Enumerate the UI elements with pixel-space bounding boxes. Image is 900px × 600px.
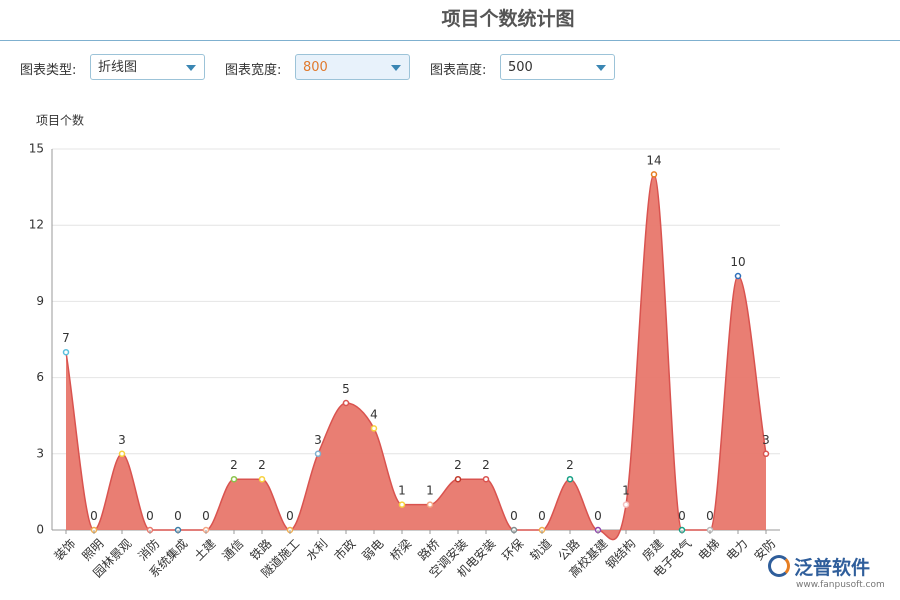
x-tick-label: 通信 [219,536,246,563]
data-label: 14 [646,153,661,167]
x-tick-label: 装饰 [51,536,78,563]
x-tick-label: 土建 [191,536,218,563]
x-tick-label: 轨道 [527,536,554,563]
data-label: 3 [762,433,770,447]
data-point [566,475,574,483]
data-label: 7 [62,331,70,345]
data-point [370,425,378,432]
dropdown-arrow [391,65,401,71]
data-label: 0 [286,509,294,523]
data-point [398,501,406,508]
data-label: 0 [202,509,210,523]
data-label: 10 [730,255,745,269]
data-point [650,171,658,178]
data-point [258,475,266,483]
x-tick-label: 市政 [331,536,359,564]
data-label: 0 [146,509,154,523]
y-tick-label: 9 [36,294,44,308]
data-label: 3 [314,433,322,447]
y-tick-label: 12 [29,218,44,232]
select-value: 800 [303,60,328,75]
data-label: 2 [230,458,238,472]
data-label: 0 [90,509,98,523]
data-label: 2 [482,458,490,472]
logo-name: 泛普软件 [794,557,871,579]
data-point [454,475,462,483]
data-label: 0 [538,509,546,523]
data-point [314,450,322,458]
data-point [762,450,770,458]
data-label: 1 [426,484,434,498]
x-tick-label: 环保 [499,536,526,563]
header-divider [0,40,900,41]
data-label: 0 [706,509,714,523]
data-label: 5 [342,382,350,396]
x-tick-label: 桥梁 [387,536,415,564]
chart-height-label: 图表高度: [430,63,487,78]
data-point [426,501,434,508]
data-point [230,475,238,483]
dropdown-arrow [186,65,196,71]
logo-icon [768,555,790,577]
data-label: 1 [398,484,406,498]
chart-type-label: 图表类型: [20,63,77,78]
x-tick-label: 弱电 [359,536,386,563]
data-point [482,475,490,483]
x-tick-label: 电梯 [695,536,722,563]
data-label: 2 [258,458,266,472]
data-point [734,272,742,280]
x-tick-label: 水利 [303,536,330,563]
logo-url: www.fanpusoft.com [796,580,885,590]
chart-width-select[interactable]: 800 [295,54,410,80]
chart-type-select[interactable]: 折线图 [90,54,205,80]
select-value: 500 [508,60,533,75]
y-tick-label: 3 [36,446,44,460]
x-tick-label: 钢结构 [602,536,638,572]
area [66,174,766,540]
page-title: 项目个数统计图 [441,8,575,30]
data-label: 0 [510,509,518,523]
data-label: 1 [622,484,630,498]
data-label: 0 [678,509,686,523]
y-tick-label: 0 [36,523,44,537]
data-label: 0 [594,509,602,523]
data-point [62,348,70,356]
y-tick-label: 15 [29,142,44,156]
data-point [118,450,126,458]
dropdown-arrow [596,65,606,71]
data-point [622,501,630,508]
data-point [342,399,350,407]
x-tick-label: 电力 [723,536,750,563]
data-label: 3 [118,433,126,447]
data-label: 0 [174,509,182,523]
chart-width-label: 图表宽度: [225,63,282,78]
select-value: 折线图 [98,60,138,75]
data-label: 4 [370,407,378,421]
y-tick-label: 6 [36,370,44,384]
y-axis-title: 项目个数 [36,113,84,128]
chart-height-select[interactable]: 500 [500,54,615,80]
data-label: 2 [454,458,462,472]
data-label: 2 [566,458,574,472]
